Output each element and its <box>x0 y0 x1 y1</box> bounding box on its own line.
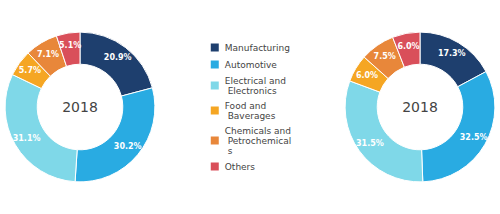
svg-text:Electrical and: Electrical and <box>225 76 286 86</box>
svg-text:30.2%: 30.2% <box>114 142 142 151</box>
svg-text:7.5%: 7.5% <box>374 52 396 61</box>
svg-text:5.7%: 5.7% <box>19 66 41 75</box>
svg-text:Electronics: Electronics <box>225 86 277 96</box>
svg-text:5.1%: 5.1% <box>59 41 81 50</box>
svg-text:6.0%: 6.0% <box>397 42 419 51</box>
svg-text:Food and: Food and <box>225 101 266 111</box>
svg-text:32.5%: 32.5% <box>460 133 488 142</box>
svg-text:Others: Others <box>225 162 256 172</box>
svg-text:Chemicals and: Chemicals and <box>225 126 291 136</box>
svg-text:2018: 2018 <box>62 99 98 115</box>
svg-text:2018: 2018 <box>402 99 438 115</box>
svg-text:Baverages: Baverages <box>225 111 276 121</box>
svg-text:6.0%: 6.0% <box>356 71 378 80</box>
svg-text:31.5%: 31.5% <box>356 139 384 148</box>
svg-text:s: s <box>225 146 233 156</box>
svg-text:31.1%: 31.1% <box>13 134 41 143</box>
svg-text:17.3%: 17.3% <box>438 49 466 58</box>
svg-text:Automotive: Automotive <box>225 60 278 70</box>
svg-text:Petrochemical: Petrochemical <box>225 136 291 146</box>
svg-text:20.9%: 20.9% <box>104 53 132 62</box>
svg-text:7.1%: 7.1% <box>37 50 59 59</box>
svg-text:Manufacturing: Manufacturing <box>225 43 290 53</box>
